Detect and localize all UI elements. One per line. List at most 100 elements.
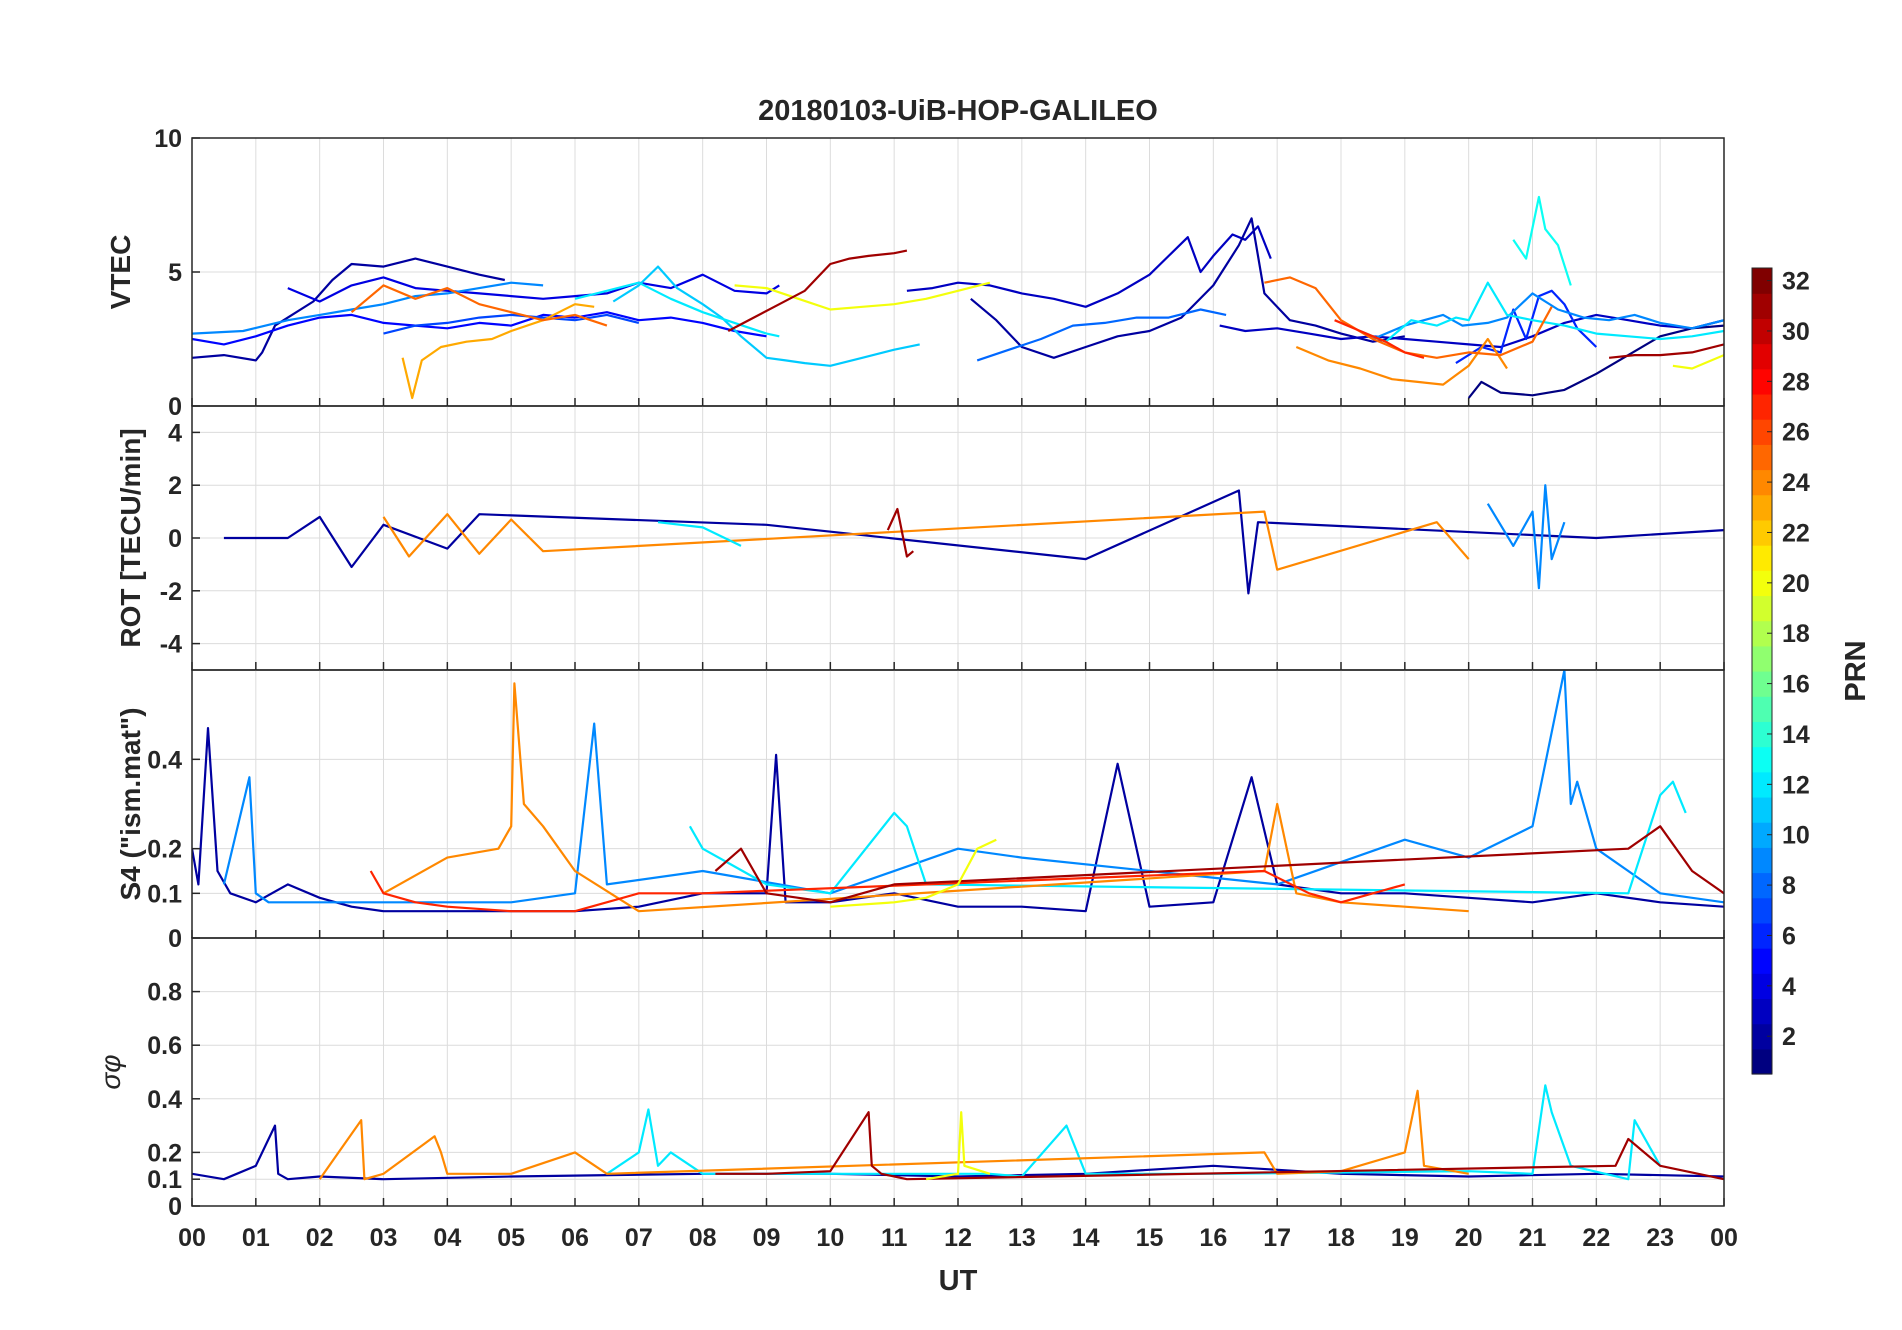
x-tick-label: 14 bbox=[1072, 1224, 1100, 1252]
vtec-series-prn-12 bbox=[1359, 281, 1724, 343]
sigma-phi-panel: 00.10.2 0.4 0.6 0.8 σφ bbox=[95, 937, 1725, 1221]
vtec-series-prn-5 bbox=[192, 311, 767, 346]
colorbar-tick-label: 22 bbox=[1782, 519, 1810, 547]
vtec-series-prn-11 bbox=[612, 265, 920, 367]
vtec-ylabel: VTEC bbox=[105, 235, 136, 310]
colorbar-segment bbox=[1752, 922, 1772, 949]
rot-series-prn-9 bbox=[1486, 484, 1566, 590]
x-tick-label: 19 bbox=[1391, 1224, 1419, 1252]
x-tick-label: 01 bbox=[242, 1224, 270, 1252]
x-tick-label: 00 bbox=[178, 1224, 206, 1252]
x-tick-label: 23 bbox=[1646, 1224, 1674, 1252]
s4-ytick-label: 0.2 bbox=[147, 836, 182, 864]
x-tick-label: 05 bbox=[497, 1224, 525, 1252]
colorbar-segment bbox=[1752, 620, 1772, 647]
s4-ytick-label: 0.4 bbox=[147, 746, 182, 774]
vtec-series-prn-2 bbox=[970, 217, 1405, 359]
s4-grid bbox=[191, 670, 1725, 939]
colorbar-segment bbox=[1752, 973, 1772, 1000]
vtec-series-prn-8 bbox=[976, 308, 1227, 362]
s4-ytick-label: 0.1 bbox=[147, 880, 182, 908]
colorbar-tick-label: 12 bbox=[1782, 771, 1810, 799]
rot-ytick-label: 2 bbox=[168, 472, 182, 500]
vtec-series-prn-25 bbox=[350, 284, 608, 327]
colorbar-segment bbox=[1752, 268, 1772, 294]
s4-ytick-label: 0 bbox=[168, 925, 182, 953]
colorbar-tick-label: 8 bbox=[1782, 872, 1796, 900]
x-tick-label: 08 bbox=[689, 1224, 717, 1252]
x-tick-label: 17 bbox=[1263, 1224, 1291, 1252]
vtec-panel: 0 5 10 VTEC bbox=[105, 125, 1725, 421]
s4-series-prn-9 bbox=[222, 670, 1724, 904]
colorbar-segment bbox=[1752, 822, 1772, 848]
rot-series-prn-24 bbox=[382, 510, 1470, 571]
sigma_phi-series-prn-31 bbox=[715, 1111, 1724, 1181]
x-tick-label: 22 bbox=[1582, 1224, 1610, 1252]
vtec-series-prn-20 bbox=[1672, 354, 1724, 370]
rot-ytick-label: 4 bbox=[168, 419, 182, 447]
x-tick-label: 15 bbox=[1136, 1224, 1164, 1252]
colorbar-segment bbox=[1752, 343, 1772, 370]
vtec-ytick-label: 5 bbox=[168, 259, 182, 287]
x-tick-label: 10 bbox=[816, 1224, 844, 1252]
x-tick-label: 09 bbox=[753, 1224, 781, 1252]
colorbar-segment bbox=[1752, 998, 1772, 1025]
sigma_phi-series-prn-24 bbox=[318, 1089, 1469, 1181]
colorbar-segment bbox=[1752, 696, 1772, 722]
colorbar-tick-label: 14 bbox=[1782, 721, 1810, 749]
vtec-yticks: 0 5 10 bbox=[154, 125, 1725, 421]
colorbar-segment bbox=[1752, 771, 1772, 798]
rot-grid bbox=[191, 406, 1725, 670]
vtec-series-prn-24 bbox=[1295, 337, 1508, 386]
vtec-series-prn-25 bbox=[1264, 276, 1553, 359]
colorbar-tick-label: 18 bbox=[1782, 620, 1810, 648]
x-tick-label: 00 bbox=[1710, 1224, 1738, 1252]
colorbar-segment bbox=[1752, 595, 1772, 622]
colorbar-segment bbox=[1752, 671, 1772, 697]
x-tick-label: 04 bbox=[433, 1224, 461, 1252]
colorbar-segment bbox=[1752, 897, 1772, 924]
colorbar-frame bbox=[1751, 267, 1773, 1075]
sigma_phi-ytick-label: 0.8 bbox=[147, 979, 182, 1007]
chart-title: 20180103-UiB-HOP-GALILEO bbox=[758, 95, 1158, 127]
colorbar-tick-label: 10 bbox=[1782, 822, 1810, 850]
vtec-series-prn-3 bbox=[906, 225, 1272, 308]
colorbar-tick-label: 16 bbox=[1782, 671, 1810, 699]
vtec-series-prn-12 bbox=[574, 281, 780, 338]
x-tick-label: 07 bbox=[625, 1224, 653, 1252]
colorbar-segment bbox=[1752, 469, 1772, 496]
colorbar-segment bbox=[1752, 545, 1772, 571]
colorbar-segment bbox=[1752, 721, 1772, 748]
rot-ytick-label: -4 bbox=[160, 631, 182, 659]
sigma_phi-ytick-label: 0.6 bbox=[147, 1032, 182, 1060]
colorbar-segment bbox=[1752, 419, 1772, 445]
s4-yticks: 0 0.1 0.2 0.4 bbox=[147, 746, 1725, 953]
colorbar-segment bbox=[1752, 570, 1772, 597]
colorbar-tick-label: 30 bbox=[1782, 318, 1810, 346]
colorbar-label: PRN bbox=[1840, 640, 1872, 701]
colorbar-segment bbox=[1752, 368, 1772, 395]
colorbar-segment bbox=[1752, 393, 1772, 420]
sigma_phi-ytick-label: 0.4 bbox=[147, 1086, 182, 1114]
rot-series-prn-12 bbox=[657, 521, 742, 547]
x-tick-label: 03 bbox=[370, 1224, 398, 1252]
s4-series-prn-31 bbox=[714, 825, 1724, 904]
sigma_phi-ytick-label: 0.1 bbox=[147, 1166, 182, 1194]
x-tick-label: 21 bbox=[1519, 1224, 1547, 1252]
vtec-ytick-label: 10 bbox=[154, 125, 182, 153]
rot-ytick-label: -2 bbox=[160, 578, 182, 606]
x-tick-label: 02 bbox=[306, 1224, 334, 1252]
vtec-series-prn-23 bbox=[401, 303, 595, 400]
vtec-series-prn-2 bbox=[192, 257, 506, 362]
vtec-series-prn-31 bbox=[727, 249, 908, 332]
rot-yticks: -4 -2 0 2 4 bbox=[160, 419, 1725, 670]
colorbar-segment bbox=[1752, 645, 1772, 672]
colorbar-tick-label: 2 bbox=[1782, 1023, 1796, 1051]
vtec-series-prn-20 bbox=[734, 281, 991, 311]
s4-series-prn-12 bbox=[688, 780, 1687, 895]
vtec-series-prn-9 bbox=[1372, 292, 1724, 341]
rot-panel: -4 -2 0 2 4 ROT [TECU/min] bbox=[115, 405, 1725, 671]
rot-ytick-label: 0 bbox=[168, 525, 182, 553]
